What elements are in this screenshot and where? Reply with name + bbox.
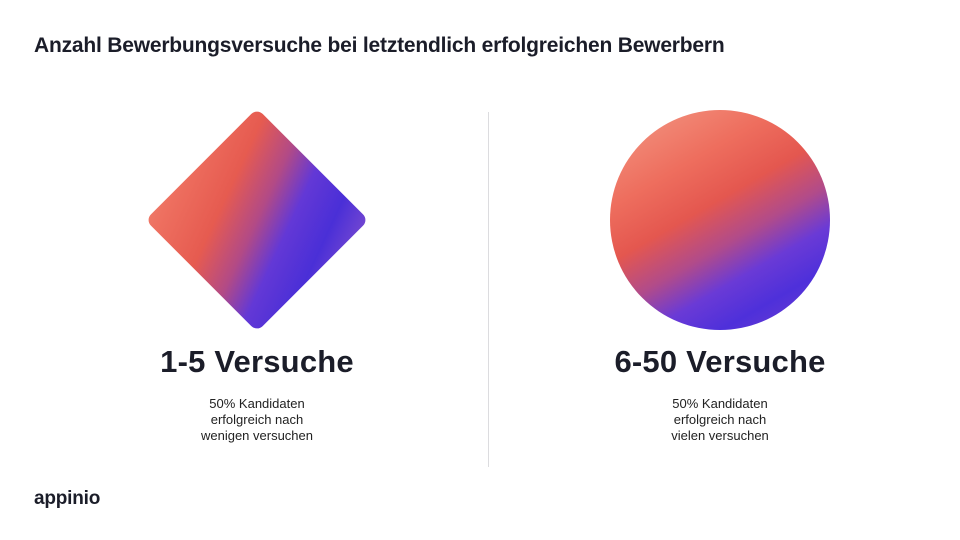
brand-logo: appinio (34, 488, 101, 509)
vertical-divider (488, 112, 489, 467)
panel-few-attempts: 1-5 Versuche 50% Kandidaten erfolgreich … (47, 100, 467, 460)
page-title: Anzahl Bewerbungsversuche bei letztendli… (34, 34, 725, 57)
shape-container (137, 100, 377, 340)
circle-shape (610, 110, 830, 330)
description-line: vielen versuchen (671, 428, 769, 443)
description-line: erfolgreich nach (673, 412, 767, 427)
description-line: 50% Kandidaten (209, 396, 305, 411)
panel-description: 50% Kandidaten erfolgreich nach vielen v… (671, 396, 769, 444)
description-line: 50% Kandidaten (672, 396, 768, 411)
description-line: wenigen versuchen (200, 428, 314, 443)
panel-description: 50% Kandidaten erfolgreich nach wenigen … (201, 396, 313, 444)
panel-heading: 6-50 Versuche (614, 344, 826, 379)
shape-container (600, 100, 840, 340)
diamond-shape (145, 108, 369, 332)
panel-heading: 1-5 Versuche (160, 344, 354, 379)
description-line: erfolgreich nach (210, 412, 304, 427)
panel-many-attempts: 6-50 Versuche 50% Kandidaten erfolgreich… (510, 100, 930, 460)
